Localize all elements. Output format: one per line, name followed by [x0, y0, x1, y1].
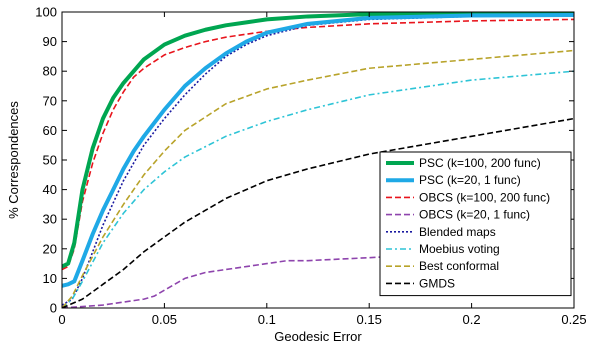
series-line-6: [62, 70, 574, 308]
legend-label-1: PSC (k=100, 200 func): [419, 156, 541, 170]
y-tick-label: 20: [43, 241, 57, 256]
x-tick-label: 0: [58, 312, 65, 327]
x-axis-label: Geodesic Error: [274, 329, 362, 344]
y-tick-label: 80: [43, 64, 57, 79]
y-axis-label: % Correspondences: [6, 101, 21, 219]
series-line-3: [62, 18, 574, 271]
legend-label-7: Best conformal: [419, 259, 499, 273]
series-line-4: [62, 233, 574, 308]
legend-label-4: OBCS (k=20, 1 func): [419, 208, 530, 222]
series-line-7: [62, 49, 574, 308]
y-tick-label: 10: [43, 271, 57, 286]
x-tick-label: 0.15: [357, 312, 382, 327]
y-tick-label: 0: [50, 301, 57, 316]
legend-label-2: PSC (k=20, 1 func): [419, 173, 521, 187]
legend-label-8: GMDS: [419, 276, 455, 290]
y-tick-label: 50: [43, 153, 57, 168]
x-tick-label: 0.05: [152, 312, 177, 327]
series-line-2: [62, 12, 574, 288]
legend-label-5: Blended maps: [419, 225, 496, 239]
y-tick-label: 70: [43, 93, 57, 108]
legend: PSC (k=100, 200 func) PSC (k=20, 1 func) O…: [379, 151, 572, 297]
legend-label-3: OBCS (k=100, 200 func): [419, 190, 550, 204]
y-tick-label: 30: [43, 212, 57, 227]
legend-label-6: Moebius voting: [419, 242, 500, 256]
y-tick-label: 40: [43, 182, 57, 197]
series-line-1: [62, 12, 574, 269]
x-tick-label: 0.25: [561, 312, 586, 327]
y-tick-label: 100: [35, 5, 57, 20]
x-tick-label: 0.2: [463, 312, 481, 327]
ticks-layer: 0 0.05 0.1 0.15 0.2 0.25 0 10 20 30 40 50 60 70 80 90 10…: [35, 5, 586, 328]
y-tick-label: 90: [43, 34, 57, 49]
y-tick-label: 60: [43, 123, 57, 138]
series-layer: [62, 12, 574, 308]
legend-box: [379, 151, 572, 297]
x-tick-label: 0.1: [258, 312, 276, 327]
series-line-8: [62, 117, 574, 308]
series-line-5: [62, 14, 574, 306]
